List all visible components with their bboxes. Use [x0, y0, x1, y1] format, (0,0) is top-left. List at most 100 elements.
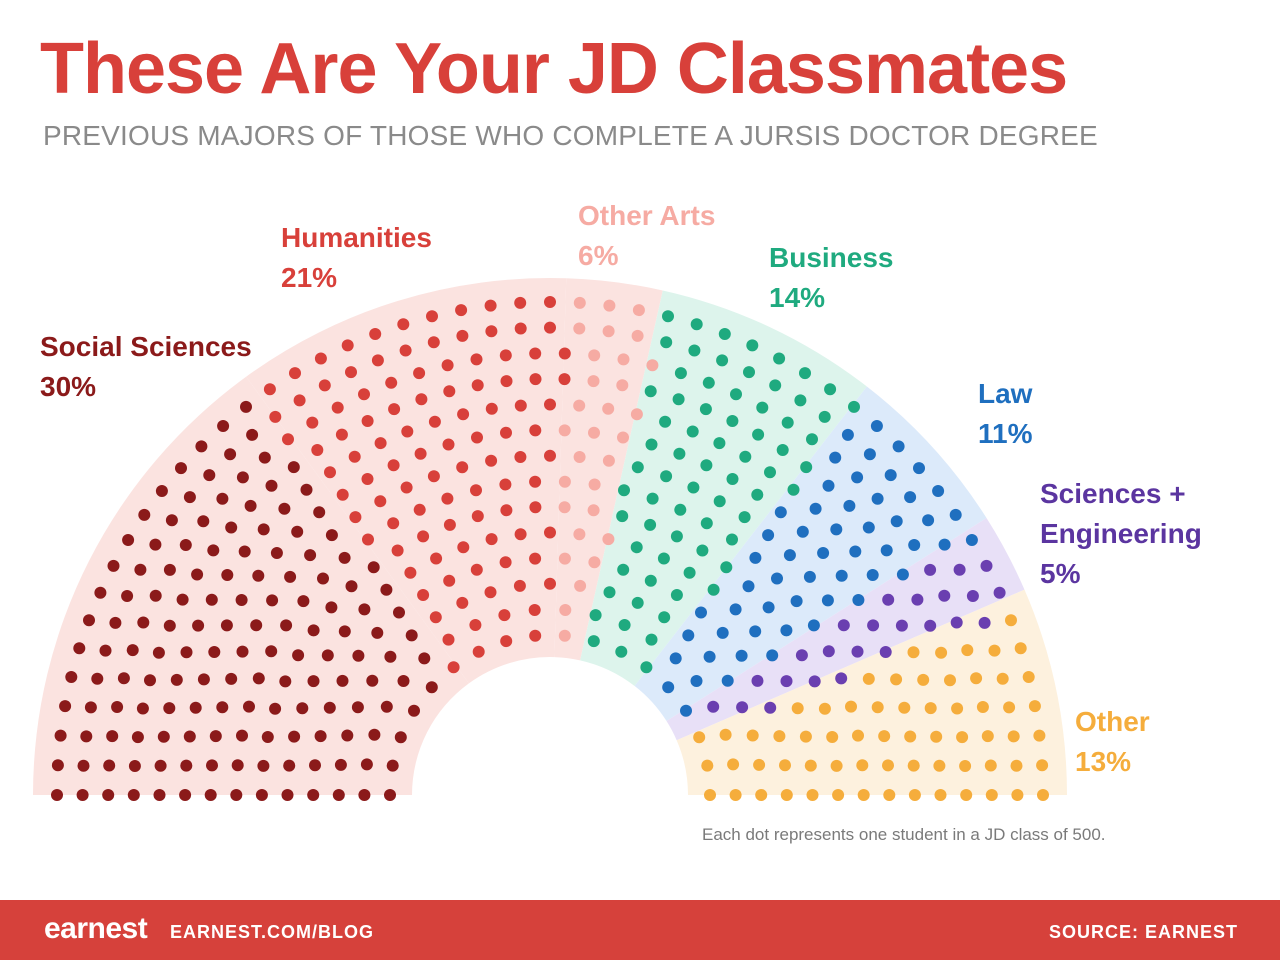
dot-social-sciences: [425, 681, 438, 694]
dot-law: [863, 448, 876, 461]
dot-social-sciences: [243, 700, 255, 713]
dot-other: [704, 789, 716, 801]
dot-other: [1022, 671, 1035, 683]
dot-other-arts: [573, 528, 586, 541]
dot-social-sciences: [106, 730, 119, 743]
dot-humanities: [417, 589, 430, 601]
wedge-humanities: [246, 277, 567, 684]
dot-other-arts: [558, 501, 571, 514]
dot-law: [780, 624, 793, 637]
wedge-other-arts: [554, 278, 663, 661]
dot-other-arts: [602, 325, 615, 338]
dot-business: [848, 400, 860, 413]
dot-humanities: [293, 394, 306, 407]
dot-other: [934, 789, 947, 801]
dot-business: [645, 438, 658, 451]
dot-other: [701, 759, 714, 772]
dot-business: [686, 425, 699, 438]
dot-other: [898, 701, 911, 714]
dot-humanities: [401, 425, 414, 438]
dot-social-sciences: [368, 728, 381, 741]
dot-humanities: [499, 478, 512, 491]
dot-social-sciences: [203, 469, 216, 482]
dot-other: [719, 728, 732, 741]
dot-humanities: [443, 385, 456, 398]
dot-business: [674, 367, 687, 380]
dot-business: [756, 401, 769, 414]
dot-humanities: [544, 449, 556, 462]
dot-business: [662, 310, 674, 323]
dot-social-sciences: [126, 644, 139, 657]
dot-sciences-engineering: [924, 619, 937, 632]
dot-humanities: [345, 366, 357, 379]
dot-humanities: [558, 347, 571, 360]
dot-law: [807, 619, 820, 632]
dot-humanities: [417, 530, 430, 543]
dot-law: [904, 491, 917, 504]
blog-link[interactable]: EARNEST.COM/BLOG: [170, 922, 375, 942]
dot-other-arts: [588, 478, 601, 491]
dot-sciences-engineering: [895, 619, 908, 632]
dot-business: [730, 388, 742, 401]
dot-other: [917, 673, 930, 686]
dot-social-sciences: [157, 730, 170, 743]
dot-sciences-engineering: [736, 701, 749, 714]
dot-other: [727, 758, 740, 771]
dot-social-sciences: [300, 483, 313, 496]
dot-social-sciences: [208, 646, 221, 658]
dot-humanities: [485, 402, 498, 415]
dot-law: [682, 629, 695, 642]
dot-business: [670, 589, 683, 601]
dot-business: [660, 470, 673, 483]
dot-humanities: [500, 635, 513, 648]
label-business: Business 14%: [769, 238, 894, 318]
dot-humanities: [374, 495, 387, 508]
dot-other-arts: [573, 322, 586, 335]
dot-humanities: [387, 517, 400, 530]
dot-social-sciences: [175, 462, 187, 475]
dot-social-sciences: [137, 616, 150, 629]
dot-other: [780, 789, 793, 801]
dot-social-sciences: [384, 789, 396, 801]
dot-humanities: [499, 556, 512, 569]
dot-other-arts: [573, 296, 586, 309]
dot-humanities: [341, 339, 354, 352]
dot-social-sciences: [59, 700, 72, 713]
dot-social-sciences: [231, 759, 244, 772]
dot-business: [787, 483, 800, 496]
dot-other: [1014, 642, 1027, 655]
dot-business: [769, 379, 782, 392]
dot-law: [796, 525, 809, 538]
dot-social-sciences: [313, 506, 326, 519]
dot-humanities: [514, 322, 527, 335]
dot-other-arts: [574, 579, 587, 592]
dot-social-sciences: [221, 569, 234, 581]
dot-other: [753, 758, 766, 771]
dot-law: [841, 428, 854, 441]
label-sciences-engineering-name: Sciences + Engineering: [1040, 478, 1202, 549]
dot-humanities: [469, 619, 482, 631]
dot-other: [930, 730, 943, 743]
earnest-logo: earnest: [44, 912, 148, 945]
dot-law: [809, 502, 822, 515]
dot-humanities: [362, 533, 374, 546]
dot-social-sciences: [84, 701, 97, 714]
dot-business: [726, 415, 739, 427]
dot-business: [644, 385, 657, 398]
dot-humanities: [514, 528, 527, 541]
dot-social-sciences: [225, 672, 238, 685]
dot-law: [716, 626, 729, 639]
dot-other: [907, 759, 920, 772]
dot-social-sciences: [77, 759, 90, 772]
dot-other: [818, 702, 831, 715]
dot-humanities: [455, 304, 468, 317]
dot-other: [951, 702, 964, 715]
dot-social-sciences: [250, 619, 263, 632]
dot-other-arts: [617, 431, 629, 444]
dot-sciences-engineering: [938, 589, 951, 602]
dot-humanities: [500, 426, 512, 439]
dot-social-sciences: [206, 759, 218, 772]
dot-social-sciences: [216, 701, 229, 714]
dot-humanities: [529, 424, 542, 437]
dot-business: [707, 583, 720, 596]
